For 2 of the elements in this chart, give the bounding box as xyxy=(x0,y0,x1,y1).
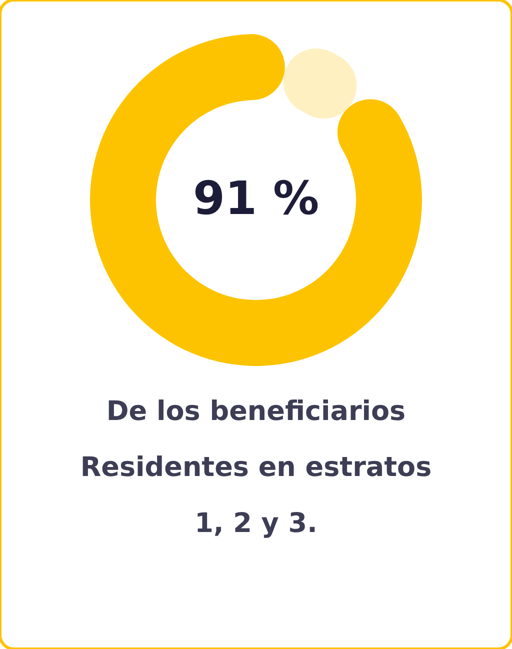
data-label: 91 % xyxy=(192,171,320,225)
text: De los beneficiarios Residentes en estratos 1, 2 y 3. xyxy=(80,396,432,539)
